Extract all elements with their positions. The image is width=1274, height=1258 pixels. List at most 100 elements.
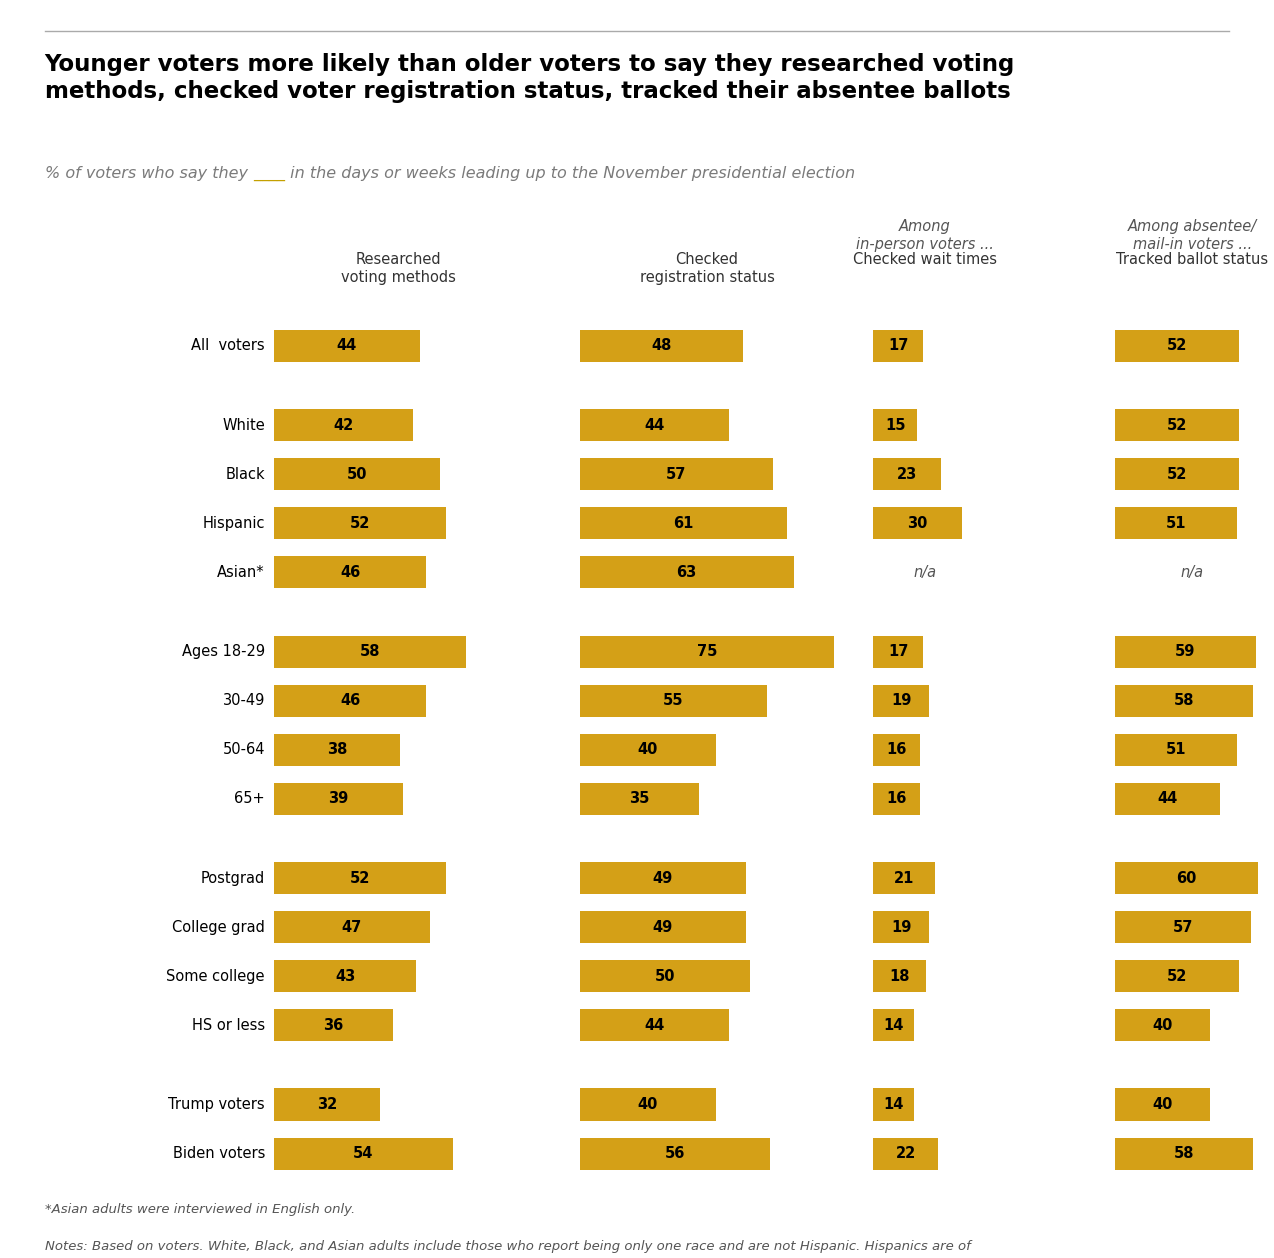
FancyBboxPatch shape <box>873 911 930 944</box>
Text: Ages 18-29: Ages 18-29 <box>182 644 265 659</box>
Text: Notes: Based on voters. White, Black, and Asian adults include those who report : Notes: Based on voters. White, Black, an… <box>45 1240 971 1258</box>
Text: 19: 19 <box>891 920 911 935</box>
Text: 52: 52 <box>1167 969 1187 984</box>
Text: 51: 51 <box>1166 742 1186 757</box>
Text: 60: 60 <box>1176 871 1196 886</box>
FancyBboxPatch shape <box>580 1137 769 1170</box>
Text: 50: 50 <box>347 467 367 482</box>
Text: Asian*: Asian* <box>218 565 265 580</box>
FancyBboxPatch shape <box>1115 911 1251 944</box>
Text: 63: 63 <box>676 565 697 580</box>
FancyBboxPatch shape <box>274 409 413 442</box>
FancyBboxPatch shape <box>274 635 466 668</box>
Text: 49: 49 <box>652 920 673 935</box>
FancyBboxPatch shape <box>1115 862 1259 894</box>
FancyBboxPatch shape <box>274 733 400 766</box>
Text: Researched
voting methods: Researched voting methods <box>340 252 456 286</box>
Text: 19: 19 <box>891 693 911 708</box>
Text: Younger voters more likely than older voters to say they researched voting
metho: Younger voters more likely than older vo… <box>45 53 1015 103</box>
Text: 16: 16 <box>887 742 907 757</box>
Text: 52: 52 <box>1167 418 1187 433</box>
FancyBboxPatch shape <box>580 507 787 540</box>
Text: 40: 40 <box>637 742 657 757</box>
FancyBboxPatch shape <box>274 782 403 815</box>
Text: 40: 40 <box>637 1097 657 1112</box>
Text: White: White <box>222 418 265 433</box>
FancyBboxPatch shape <box>873 960 926 993</box>
FancyBboxPatch shape <box>274 507 446 540</box>
Text: 14: 14 <box>883 1018 903 1033</box>
Text: 18: 18 <box>889 969 910 984</box>
FancyBboxPatch shape <box>1115 960 1240 993</box>
FancyBboxPatch shape <box>873 409 917 442</box>
FancyBboxPatch shape <box>1115 733 1237 766</box>
FancyBboxPatch shape <box>274 1137 452 1170</box>
FancyBboxPatch shape <box>873 330 924 362</box>
Text: 40: 40 <box>1153 1018 1173 1033</box>
Text: 15: 15 <box>885 418 906 433</box>
FancyBboxPatch shape <box>1115 330 1240 362</box>
Text: 52: 52 <box>350 871 371 886</box>
Text: 38: 38 <box>326 742 347 757</box>
Text: 44: 44 <box>645 418 665 433</box>
Text: 17: 17 <box>888 338 908 353</box>
FancyBboxPatch shape <box>580 733 716 766</box>
Text: 61: 61 <box>673 516 693 531</box>
Text: Biden voters: Biden voters <box>172 1146 265 1161</box>
Text: College grad: College grad <box>172 920 265 935</box>
Text: 16: 16 <box>887 791 907 806</box>
FancyBboxPatch shape <box>1115 507 1237 540</box>
Text: 23: 23 <box>897 467 917 482</box>
FancyBboxPatch shape <box>580 1009 729 1042</box>
Text: All  voters: All voters <box>191 338 265 353</box>
FancyBboxPatch shape <box>1115 1088 1210 1121</box>
Text: 32: 32 <box>317 1097 338 1112</box>
FancyBboxPatch shape <box>1115 1137 1254 1170</box>
FancyBboxPatch shape <box>580 960 749 993</box>
Text: 59: 59 <box>1175 644 1195 659</box>
FancyBboxPatch shape <box>580 409 729 442</box>
Text: 43: 43 <box>335 969 355 984</box>
Text: 54: 54 <box>353 1146 373 1161</box>
FancyBboxPatch shape <box>274 556 427 589</box>
Text: Checked
registration status: Checked registration status <box>640 252 775 286</box>
Text: 57: 57 <box>1172 920 1192 935</box>
Text: 52: 52 <box>1167 467 1187 482</box>
Text: 55: 55 <box>662 693 683 708</box>
FancyBboxPatch shape <box>274 960 417 993</box>
FancyBboxPatch shape <box>873 507 962 540</box>
Text: HS or less: HS or less <box>192 1018 265 1033</box>
Text: 36: 36 <box>324 1018 344 1033</box>
Text: 58: 58 <box>1173 693 1194 708</box>
FancyBboxPatch shape <box>1115 684 1254 717</box>
Text: Among
in-person voters ...: Among in-person voters ... <box>856 219 994 253</box>
Text: Trump voters: Trump voters <box>168 1097 265 1112</box>
Text: 51: 51 <box>1166 516 1186 531</box>
FancyBboxPatch shape <box>580 862 747 894</box>
Text: 30-49: 30-49 <box>223 693 265 708</box>
FancyBboxPatch shape <box>1115 409 1240 442</box>
Text: 17: 17 <box>888 644 908 659</box>
Text: 39: 39 <box>329 791 349 806</box>
Text: Black: Black <box>225 467 265 482</box>
Text: 58: 58 <box>359 644 380 659</box>
FancyBboxPatch shape <box>1115 458 1240 491</box>
FancyBboxPatch shape <box>580 556 794 589</box>
FancyBboxPatch shape <box>1115 782 1220 815</box>
FancyBboxPatch shape <box>274 1088 380 1121</box>
FancyBboxPatch shape <box>873 635 924 668</box>
Text: n/a: n/a <box>913 565 936 580</box>
Text: in the days or weeks leading up to the November presidential election: in the days or weeks leading up to the N… <box>284 166 855 181</box>
Text: Checked wait times: Checked wait times <box>852 252 998 267</box>
FancyBboxPatch shape <box>873 782 920 815</box>
FancyBboxPatch shape <box>873 458 941 491</box>
FancyBboxPatch shape <box>274 862 446 894</box>
Text: Some college: Some college <box>167 969 265 984</box>
Text: 40: 40 <box>1153 1097 1173 1112</box>
Text: 49: 49 <box>652 871 673 886</box>
FancyBboxPatch shape <box>873 1088 915 1121</box>
FancyBboxPatch shape <box>580 635 834 668</box>
Text: 57: 57 <box>666 467 687 482</box>
Text: % of voters who say they: % of voters who say they <box>45 166 252 181</box>
FancyBboxPatch shape <box>873 684 930 717</box>
